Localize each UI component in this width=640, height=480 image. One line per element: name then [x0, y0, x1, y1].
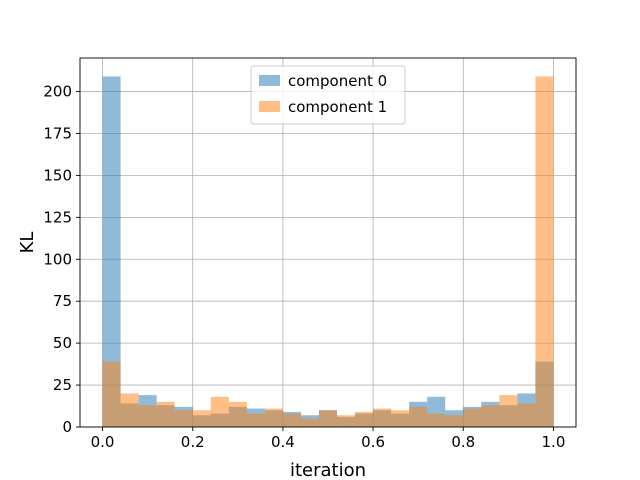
x-tick-label: 0.2: [181, 433, 205, 451]
y-tick-label: 150: [43, 166, 72, 184]
bar-series-1-bin-19: [445, 415, 464, 427]
plot-frame: [79, 57, 577, 428]
legend-swatch-component-0: [259, 75, 280, 86]
x-axis-label: iteration: [290, 460, 366, 480]
y-tick-label: 75: [53, 292, 72, 310]
legend-label-component-1: component 1: [288, 98, 387, 116]
y-axis-label: KL: [17, 232, 38, 254]
bar-series-1-bin-12: [318, 410, 338, 427]
bar-series-1-bin-7: [228, 401, 247, 427]
bar-series-1-bin-16: [391, 410, 410, 427]
bar-series-1-bin-11: [300, 418, 319, 427]
legend-box: [250, 65, 406, 125]
bar-series-0-bin-0: [102, 76, 121, 427]
bar-series-1-bin-17: [409, 406, 428, 427]
y-tick-label: 50: [53, 334, 72, 352]
x-tick-label: 1.0: [542, 433, 566, 451]
bar-series-1-bin-21: [481, 405, 500, 427]
bar-series-1-bin-1: [120, 393, 139, 427]
bar-series-1-bin-14: [355, 411, 374, 427]
y-tick-label: 100: [43, 250, 72, 268]
y-tick-label: 25: [53, 376, 72, 394]
bar-series-1-bin-23: [517, 403, 536, 427]
bar-series-1-bin-6: [210, 396, 229, 427]
x-tick-label: 0.0: [91, 433, 115, 451]
legend: component 0 component 1: [250, 65, 406, 125]
bar-series-1-bin-15: [373, 408, 392, 427]
bar-series-1-bin-9: [264, 408, 283, 427]
x-tick-label: 0.6: [361, 433, 385, 451]
bar-series-1-bin-2: [138, 405, 157, 427]
legend-swatch-component-1: [259, 101, 280, 112]
bar-series-1-bin-10: [282, 413, 301, 427]
y-tick-label: 175: [43, 124, 72, 142]
legend-label-component-0: component 0: [288, 72, 387, 90]
ticks: 0.0 0.2 0.4 0.6 0.8 1.0 0 25 50 75 100 125 150 175 200: [43, 83, 565, 451]
bar-series-1-bin-24: [535, 76, 554, 427]
bar-series-1-bin-8: [246, 413, 265, 427]
bar-series-1-bin-22: [499, 395, 518, 427]
bar-series-1-bin-13: [337, 415, 356, 427]
bar-series-1-bin-4: [174, 410, 193, 427]
y-tick-label: 0: [62, 418, 72, 436]
bar-series-1-bin-20: [463, 408, 482, 427]
y-tick-label: 125: [43, 208, 72, 226]
y-tick-label: 200: [43, 83, 72, 101]
bar-series-1-bin-3: [156, 401, 175, 427]
bar-series-1-bin-0: [102, 361, 121, 427]
x-tick-label: 0.4: [271, 433, 295, 451]
bar-series-1-bin-18: [427, 413, 446, 427]
bar-series-1-bin-5: [192, 410, 211, 427]
x-tick-label: 0.8: [451, 433, 475, 451]
bars: [102, 76, 554, 427]
